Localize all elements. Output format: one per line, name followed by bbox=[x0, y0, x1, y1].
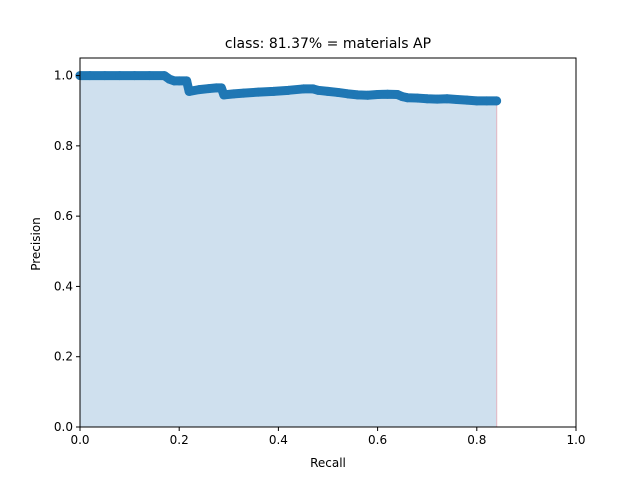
data-point bbox=[115, 71, 125, 81]
data-point bbox=[194, 85, 204, 95]
data-point bbox=[412, 93, 422, 103]
data-point bbox=[432, 94, 442, 104]
data-point bbox=[363, 90, 373, 100]
x-ticks: 0.0 0.2 0.4 0.6 0.8 1.0 bbox=[70, 427, 586, 447]
data-point bbox=[482, 96, 492, 106]
data-point bbox=[323, 86, 333, 96]
x-tick-label: 0.0 bbox=[70, 433, 89, 447]
data-point bbox=[452, 94, 462, 104]
x-tick-label: 0.6 bbox=[368, 433, 387, 447]
data-point bbox=[204, 84, 214, 94]
data-point bbox=[383, 89, 393, 99]
y-axis-label: Precision bbox=[29, 217, 43, 271]
x-tick-label: 0.2 bbox=[170, 433, 189, 447]
data-point bbox=[268, 86, 278, 96]
data-point bbox=[333, 87, 343, 97]
data-point bbox=[100, 71, 110, 81]
data-point bbox=[402, 93, 412, 103]
x-tick-label: 1.0 bbox=[566, 433, 585, 447]
x-axis-label: Recall bbox=[310, 456, 346, 470]
data-point bbox=[174, 76, 184, 86]
area-fill bbox=[80, 75, 497, 428]
data-point bbox=[313, 85, 323, 95]
data-point bbox=[184, 86, 194, 96]
data-point bbox=[182, 76, 192, 86]
data-point bbox=[219, 90, 229, 100]
area-fill-path bbox=[80, 75, 497, 428]
y-tick-label: 0.6 bbox=[54, 209, 73, 223]
data-point bbox=[229, 89, 239, 99]
y-tick-label: 1.0 bbox=[54, 69, 73, 83]
data-point bbox=[283, 85, 293, 95]
y-tick-label: 0.0 bbox=[54, 420, 73, 434]
data-point bbox=[254, 87, 264, 97]
data-point bbox=[216, 83, 226, 93]
data-point bbox=[492, 96, 502, 106]
data-point bbox=[343, 89, 353, 99]
y-ticks: 0.0 0.2 0.4 0.6 0.8 1.0 bbox=[54, 69, 80, 434]
x-tick-label: 0.4 bbox=[269, 433, 288, 447]
data-point bbox=[422, 94, 432, 104]
x-tick-label: 0.8 bbox=[467, 433, 486, 447]
data-point bbox=[472, 96, 482, 106]
data-point bbox=[144, 71, 154, 81]
series-points bbox=[75, 71, 502, 106]
data-point bbox=[442, 94, 452, 104]
data-point bbox=[353, 90, 363, 100]
data-point bbox=[462, 95, 472, 105]
axes-frame bbox=[79, 57, 577, 428]
data-point bbox=[85, 71, 95, 81]
y-tick-label: 0.4 bbox=[54, 279, 73, 293]
data-point bbox=[373, 90, 383, 100]
y-tick-label: 0.2 bbox=[54, 350, 73, 364]
data-point bbox=[298, 84, 308, 94]
chart-title: class: 81.37% = materials AP bbox=[225, 36, 431, 52]
y-tick-label: 0.8 bbox=[54, 139, 73, 153]
data-point bbox=[239, 88, 249, 98]
data-point bbox=[130, 71, 140, 81]
